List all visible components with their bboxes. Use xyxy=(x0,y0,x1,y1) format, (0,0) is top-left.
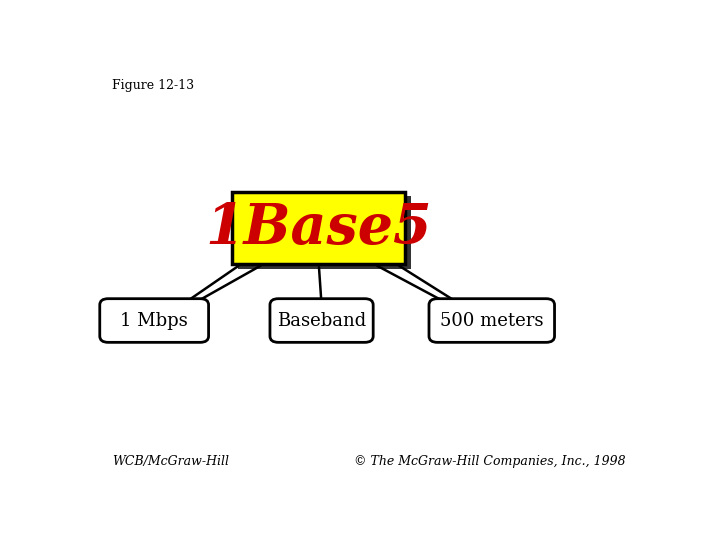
Text: 1 Mbps: 1 Mbps xyxy=(120,312,188,329)
FancyBboxPatch shape xyxy=(238,196,411,268)
FancyBboxPatch shape xyxy=(270,299,373,342)
Text: 500 meters: 500 meters xyxy=(440,312,544,329)
FancyBboxPatch shape xyxy=(100,299,209,342)
Text: Baseband: Baseband xyxy=(277,312,366,329)
FancyBboxPatch shape xyxy=(233,192,405,265)
Text: WCB/McGraw-Hill: WCB/McGraw-Hill xyxy=(112,455,229,468)
Text: © The McGraw-Hill Companies, Inc., 1998: © The McGraw-Hill Companies, Inc., 1998 xyxy=(354,455,626,468)
Text: 1Base5: 1Base5 xyxy=(205,200,432,255)
Text: Figure 12-13: Figure 12-13 xyxy=(112,79,194,92)
FancyBboxPatch shape xyxy=(429,299,554,342)
